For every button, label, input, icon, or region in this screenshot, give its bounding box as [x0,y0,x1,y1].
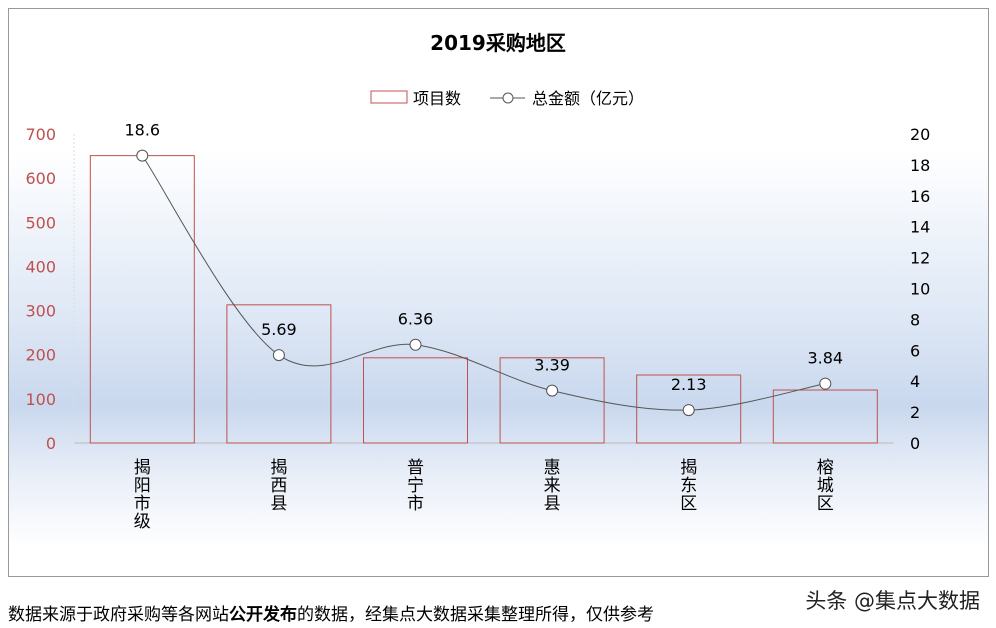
bar [89,155,195,444]
category-label: 区 [817,494,834,514]
right-tick-label: 2 [910,403,920,422]
right-tick-label: 20 [910,125,930,144]
right-tick-label: 14 [910,218,930,237]
legend-line-marker [502,92,514,104]
left-tick-label: 400 [25,257,56,276]
category-label: 县 [270,494,287,514]
category-label: 揭 [270,458,287,478]
left-tick-label: 100 [25,390,56,409]
line-point [272,349,285,362]
line-point [136,149,149,162]
chart-title: 2019采购地区 [430,31,566,55]
source-bold: 公开发布 [229,605,297,625]
source-text: 数据来源于政府采购等各网站 [8,605,229,625]
watermark: 头条 @集点大数据 [805,589,980,613]
category-label: 市 [407,494,424,514]
right-tick-label: 8 [910,310,920,329]
line-point [819,377,832,390]
bar [772,389,878,444]
category-label: 来 [544,476,561,496]
data-label: 3.84 [807,349,843,368]
chart-area [8,8,989,577]
right-tick-label: 0 [910,434,920,453]
right-tick-label: 18 [910,156,930,175]
category-label: 榕 [817,458,834,478]
left-tick-label: 700 [25,125,56,144]
bar [363,357,468,444]
source-note: 数据来源于政府采购等各网站公开发布的数据，经集点大数据采集整理所得，仅供参考 [8,600,654,625]
data-label: 3.39 [534,356,570,375]
legend-bar-label: 项目数 [413,89,461,108]
category-label: 阳 [134,476,151,496]
category-label: 揭 [134,458,151,478]
line-point [409,338,422,351]
category-label: 区 [680,494,697,514]
left-tick-label: 500 [25,213,56,232]
line-series [141,155,826,411]
bar [499,357,605,444]
left-tick-label: 300 [25,302,56,321]
data-label: 18.6 [124,121,160,140]
line-point [682,404,695,417]
category-label: 揭 [680,458,697,478]
legend-bar-swatch [370,90,408,104]
category-label: 惠 [544,458,561,478]
category-label: 级 [134,512,151,532]
legend-line-label: 总金额（亿元） [532,89,644,108]
right-tick-label: 4 [910,372,920,391]
category-label: 西 [270,476,287,496]
line-point [546,384,559,397]
category-label: 普 [407,458,424,478]
left-tick-label: 0 [46,434,56,453]
right-tick-label: 16 [910,187,930,206]
category-label: 县 [544,494,561,514]
source-text-end: 的数据，经集点大数据采集整理所得，仅供参考 [297,605,654,625]
left-tick-label: 200 [25,346,56,365]
bar [636,374,742,444]
category-label: 宁 [407,476,424,496]
data-label: 6.36 [398,310,434,329]
data-label: 5.69 [261,320,297,339]
data-label: 2.13 [671,375,707,394]
right-tick-label: 10 [910,280,930,299]
left-tick-label: 600 [25,169,56,188]
bar [226,304,332,444]
right-tick-label: 12 [910,249,930,268]
category-label: 城 [817,476,834,496]
category-label: 市 [134,494,151,514]
category-label: 东 [680,476,697,496]
right-tick-label: 6 [910,341,920,360]
